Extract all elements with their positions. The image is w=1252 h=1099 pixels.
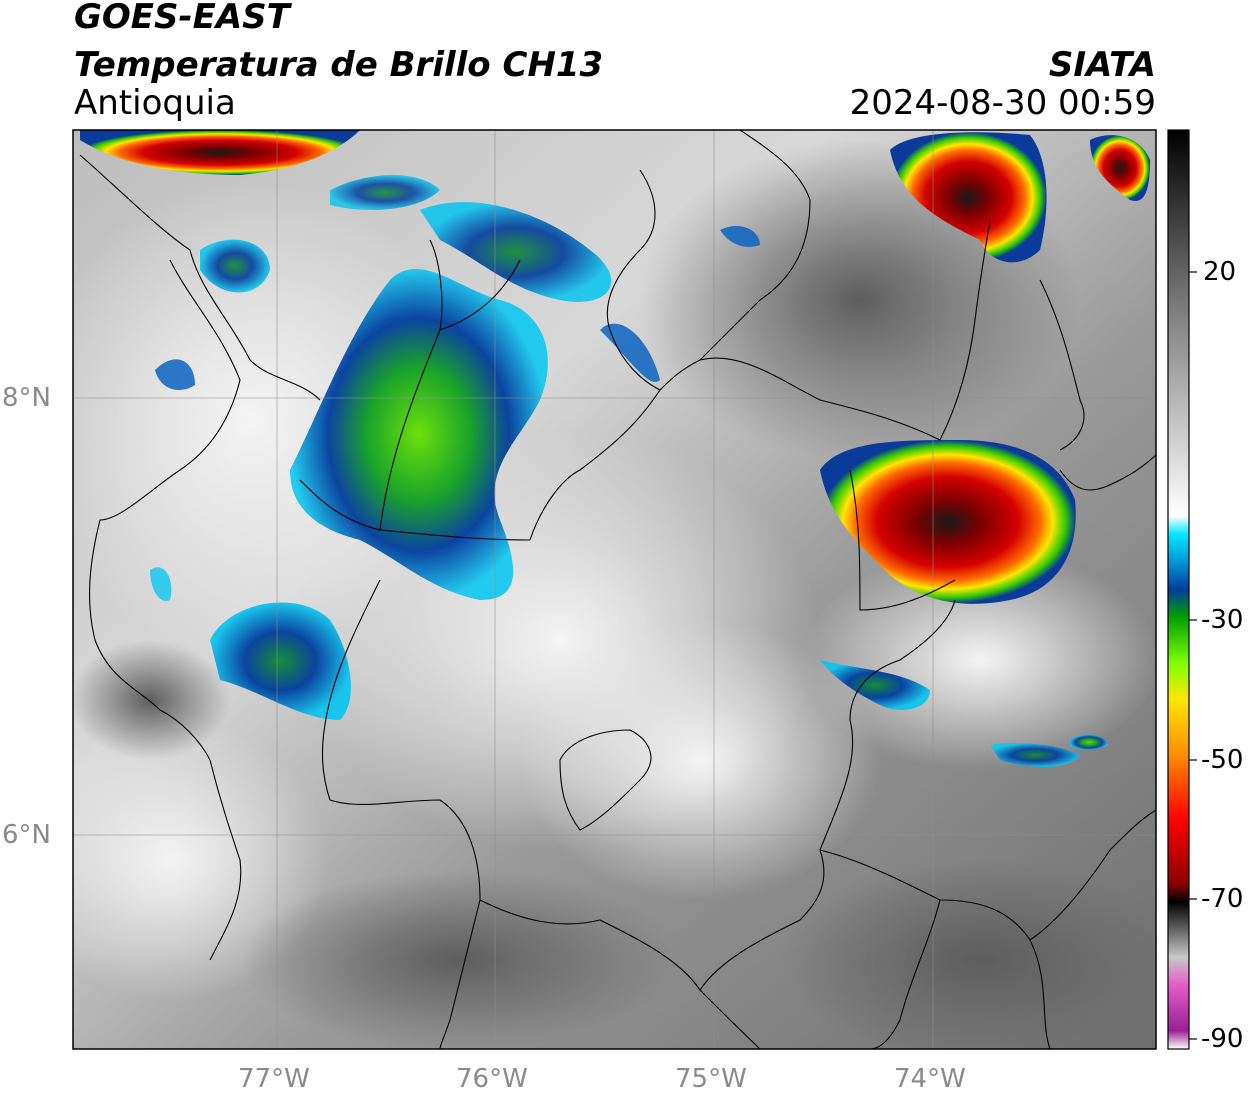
colorbar-ticks xyxy=(1189,271,1197,1040)
colorbar-frame xyxy=(1167,129,1190,1050)
colorbar-label: -90 xyxy=(1201,1024,1244,1054)
colorbar xyxy=(1167,129,1197,1050)
agency-label: SIATA xyxy=(1048,45,1156,85)
colorbar-label: -30 xyxy=(1201,605,1244,635)
datetime-label: 2024-08-30 00:59 xyxy=(849,83,1156,123)
product-title: Temperatura de Brillo CH13 xyxy=(74,45,604,85)
colorbar-label: 20 xyxy=(1203,257,1237,287)
satellite-title: GOES-EAST xyxy=(74,0,290,37)
lat-tick-label: 6°N xyxy=(2,820,51,850)
graticule xyxy=(73,130,1156,1049)
lat-tick-label: 8°N xyxy=(2,383,51,413)
region-label: Antioquia xyxy=(74,83,236,123)
map-imagery xyxy=(73,130,1156,1049)
lon-tick-label: 76°W xyxy=(456,1064,528,1094)
lon-tick-label: 74°W xyxy=(894,1064,966,1094)
boundaries xyxy=(79,130,1156,1049)
colorbar-scale xyxy=(1168,130,1189,1049)
colorbar-label: -50 xyxy=(1201,745,1244,775)
map-frame xyxy=(72,129,1157,1050)
colorbar-label: -70 xyxy=(1201,884,1244,914)
lon-tick-label: 77°W xyxy=(238,1064,310,1094)
lon-tick-label: 75°W xyxy=(675,1064,747,1094)
